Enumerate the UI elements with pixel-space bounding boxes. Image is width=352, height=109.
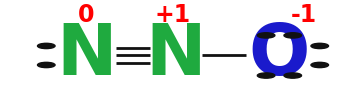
Text: N: N (56, 21, 117, 90)
Text: -1: -1 (291, 3, 317, 27)
Circle shape (284, 73, 302, 78)
Circle shape (311, 62, 328, 68)
Circle shape (38, 62, 55, 68)
Text: 0: 0 (78, 3, 95, 27)
Circle shape (257, 73, 275, 78)
Text: N: N (146, 21, 206, 90)
Circle shape (284, 33, 302, 38)
Text: O: O (249, 21, 310, 90)
Circle shape (38, 43, 55, 49)
Circle shape (257, 33, 275, 38)
Text: +1: +1 (155, 3, 190, 27)
Circle shape (311, 43, 328, 49)
